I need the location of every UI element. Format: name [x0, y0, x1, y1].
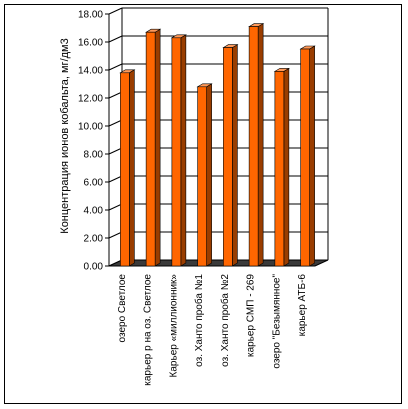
- side-gridline: [108, 91, 123, 99]
- bar-side: [129, 69, 135, 267]
- side-gridline: [108, 231, 123, 239]
- y-tick-label: 4.00: [84, 206, 104, 217]
- y-tick-label: 12.00: [78, 94, 103, 105]
- x-tick-label: карьер АТБ-6: [297, 274, 308, 337]
- y-tick-label: 8.00: [84, 150, 104, 161]
- y-axis-ticks: 0.00 2.00 4.00 6.00 8.00 10.00 12.00 14.00 16.00…: [78, 10, 109, 273]
- bar: [171, 37, 182, 267]
- bars-layer: [119, 23, 316, 267]
- x-tick-label: озеро "Безымянное": [271, 274, 282, 369]
- floor-plane: [108, 259, 329, 267]
- x-tick-label: карьер р на оз. Светлое: [143, 274, 154, 386]
- y-tick-label: 10.00: [78, 122, 103, 133]
- bar: [223, 47, 233, 267]
- side-gridline: [108, 35, 123, 43]
- bar: [197, 86, 207, 267]
- bar-side: [283, 67, 290, 267]
- side-gridline: [108, 119, 123, 127]
- y-tick-label: 14.00: [78, 66, 103, 77]
- y-tick-label: 16.00: [78, 38, 103, 49]
- x-tick-label: карьер СМП - 269: [246, 274, 257, 357]
- x-axis-ticks: озеро Светлое карьер р на оз. Светлое Карь…: [117, 274, 308, 386]
- grid-layer: [108, 7, 329, 267]
- y-tick-label: 6.00: [84, 178, 104, 189]
- x-tick-label: оз. Ханто проба №1: [193, 274, 205, 367]
- side-gridline: [108, 147, 123, 155]
- y-axis-label: Концентрация ионов кобальта, мг/дм3: [59, 38, 71, 233]
- bar-side: [257, 23, 264, 267]
- side-gridline: [108, 203, 123, 211]
- x-tick-label: оз. Ханто проба №2: [219, 274, 231, 367]
- y-tick-label: 18.00: [78, 10, 103, 21]
- chart-floor: [108, 259, 329, 267]
- bar-side: [154, 28, 161, 267]
- side-gridline: [108, 175, 123, 183]
- y-tick-label: 0.00: [84, 262, 104, 273]
- x-tick-label: озеро Светлое: [117, 274, 128, 343]
- side-gridline: [108, 63, 123, 71]
- bar: [274, 71, 285, 267]
- bar: [300, 48, 310, 267]
- bar: [248, 26, 259, 267]
- bar-side: [232, 44, 238, 267]
- bar-side: [180, 34, 187, 267]
- y-tick-label: 2.00: [84, 234, 104, 245]
- bar-side: [206, 83, 212, 267]
- bar-side: [309, 45, 315, 267]
- x-tick-label: Карьер «миллионник»: [168, 274, 179, 378]
- bar: [120, 72, 130, 267]
- side-gridline: [108, 7, 123, 15]
- bar: [145, 31, 156, 267]
